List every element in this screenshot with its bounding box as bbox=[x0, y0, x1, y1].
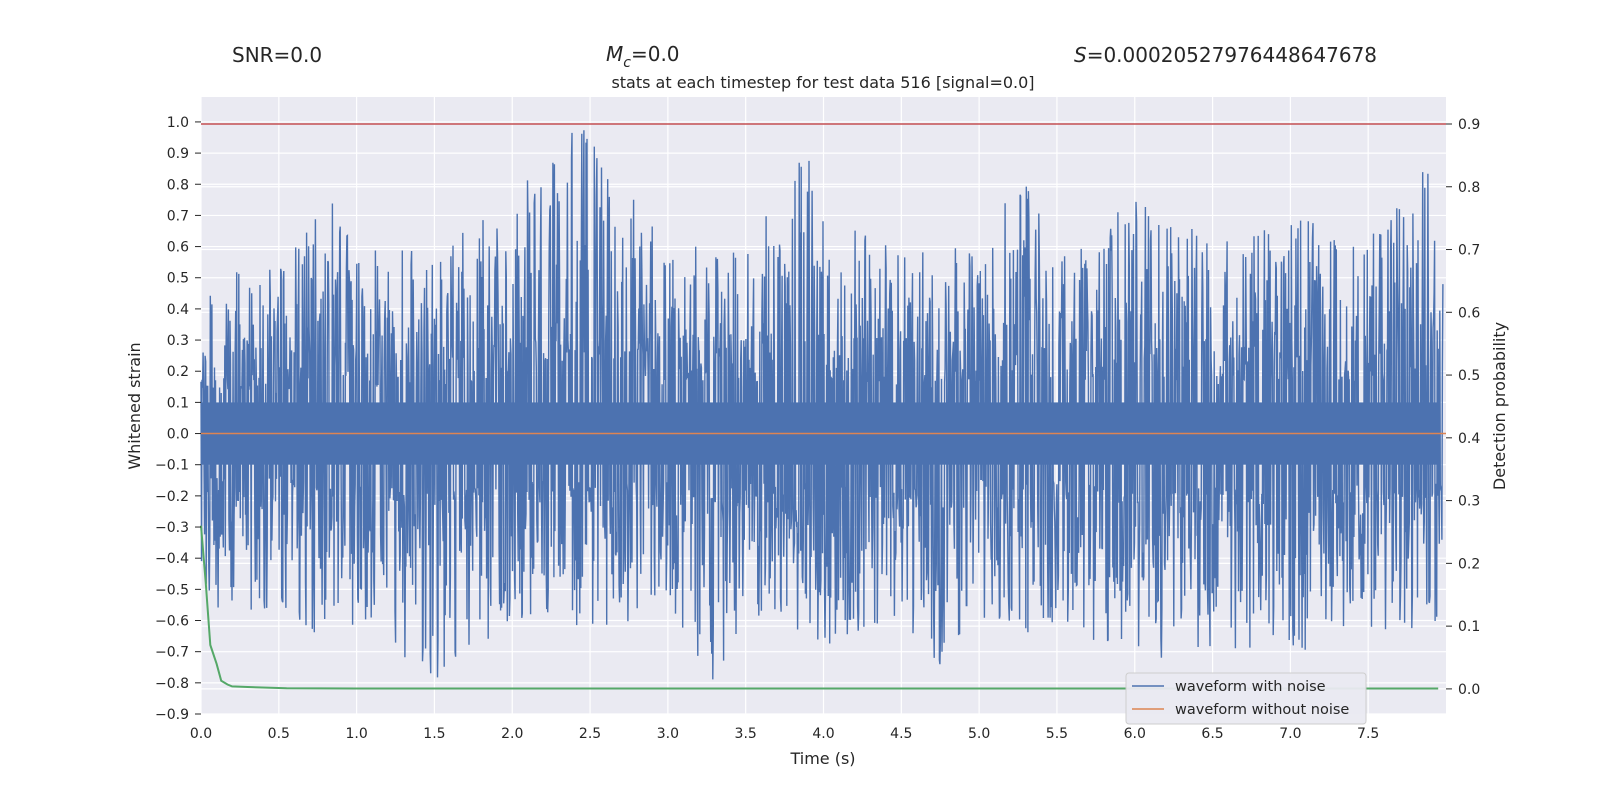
y-tick-label: −0.3 bbox=[155, 520, 189, 536]
legend-label-with-noise: waveform with noise bbox=[1175, 679, 1326, 695]
y-tick-label: 0.6 bbox=[167, 240, 189, 256]
x-tick-label: 7.5 bbox=[1357, 726, 1379, 742]
y2-tick-label: 0.0 bbox=[1458, 682, 1480, 698]
y2-tick-label: 0.1 bbox=[1458, 619, 1480, 635]
x-tick-label: 6.5 bbox=[1201, 726, 1223, 742]
y2-tick-label: 0.2 bbox=[1458, 556, 1480, 572]
legend-box bbox=[1125, 672, 1367, 725]
y-axis-ticks: 1.0 0.9 0.8 0.7 0.6 0.5 0.4 0.3 0.2 0.1 0.0 −0.1 −0.… bbox=[155, 115, 201, 723]
y2-axis-label: Detection probability bbox=[1490, 322, 1509, 490]
legend-label-without-noise: waveform without noise bbox=[1175, 702, 1349, 718]
y2-tick-label: 0.6 bbox=[1458, 305, 1480, 321]
x-tick-label: 4.5 bbox=[890, 726, 912, 742]
x-tick-label: 6.0 bbox=[1124, 726, 1146, 742]
y-tick-label: 0.3 bbox=[167, 333, 189, 349]
y-tick-label: 1.0 bbox=[167, 115, 189, 131]
y-tick-label: 0.1 bbox=[167, 395, 189, 411]
y-tick-label: 0.4 bbox=[167, 302, 189, 318]
y-tick-label: 0.9 bbox=[167, 146, 189, 162]
y-tick-label: 0.5 bbox=[167, 271, 189, 287]
chart-title: stats at each timestep for test data 516… bbox=[611, 73, 1034, 92]
snr-label: SNR=0.0 bbox=[232, 43, 322, 67]
y2-axis-ticks: 0.9 0.8 0.7 0.6 0.5 0.4 0.3 0.2 0.1 0.0 bbox=[1446, 117, 1480, 698]
y-tick-label: 0.2 bbox=[167, 364, 189, 380]
y-tick-label: 0.8 bbox=[167, 177, 189, 193]
y-tick-label: 0.7 bbox=[167, 208, 189, 224]
x-tick-label: 5.5 bbox=[1046, 726, 1068, 742]
x-tick-label: 2.5 bbox=[579, 726, 601, 742]
x-tick-label: 4.0 bbox=[812, 726, 834, 742]
y-tick-label: −0.5 bbox=[155, 582, 189, 598]
s-stat-label: S=0.00020527976448647678 bbox=[1074, 43, 1377, 67]
legend: waveform with noise waveform without noi… bbox=[1125, 672, 1367, 725]
y-tick-label: −0.7 bbox=[155, 645, 189, 661]
y2-tick-label: 0.4 bbox=[1458, 431, 1480, 447]
y-tick-label: −0.6 bbox=[155, 614, 189, 630]
x-tick-label: 0.5 bbox=[268, 726, 290, 742]
x-tick-label: 7.0 bbox=[1279, 726, 1301, 742]
series-lines bbox=[200, 123, 1446, 690]
x-tick-label: 0.0 bbox=[190, 726, 212, 742]
x-tick-label: 5.0 bbox=[968, 726, 990, 742]
y-tick-label: −0.2 bbox=[155, 489, 189, 505]
y-tick-label: −0.1 bbox=[155, 458, 189, 474]
y-axis-label: Whitened strain bbox=[125, 342, 144, 469]
y2-tick-label: 0.8 bbox=[1458, 180, 1480, 196]
x-tick-label: 2.0 bbox=[501, 726, 523, 742]
y2-tick-label: 0.7 bbox=[1458, 243, 1480, 259]
y2-tick-label: 0.5 bbox=[1458, 368, 1480, 384]
x-tick-label: 1.0 bbox=[345, 726, 367, 742]
chirp-mass-label: Mc=0.0 bbox=[606, 42, 680, 71]
y-tick-label: 0.0 bbox=[167, 427, 189, 443]
x-tick-label: 1.5 bbox=[423, 726, 445, 742]
detection-probability-line bbox=[200, 525, 1439, 690]
x-tick-label: 3.0 bbox=[657, 726, 679, 742]
waveform-with-noise-line bbox=[200, 130, 1444, 680]
y-tick-label: −0.4 bbox=[155, 551, 189, 567]
y-tick-label: −0.9 bbox=[155, 707, 189, 723]
y2-tick-label: 0.9 bbox=[1458, 117, 1480, 133]
x-tick-label: 3.5 bbox=[735, 726, 757, 742]
y-tick-label: −0.8 bbox=[155, 676, 189, 692]
x-axis-ticks: 0.0 0.5 1.0 1.5 2.0 2.5 3.0 3.5 4.0 4.5 5.0 5.5 6.0 6… bbox=[190, 726, 1379, 742]
x-axis-label: Time (s) bbox=[789, 749, 855, 768]
y2-tick-label: 0.3 bbox=[1458, 494, 1480, 510]
